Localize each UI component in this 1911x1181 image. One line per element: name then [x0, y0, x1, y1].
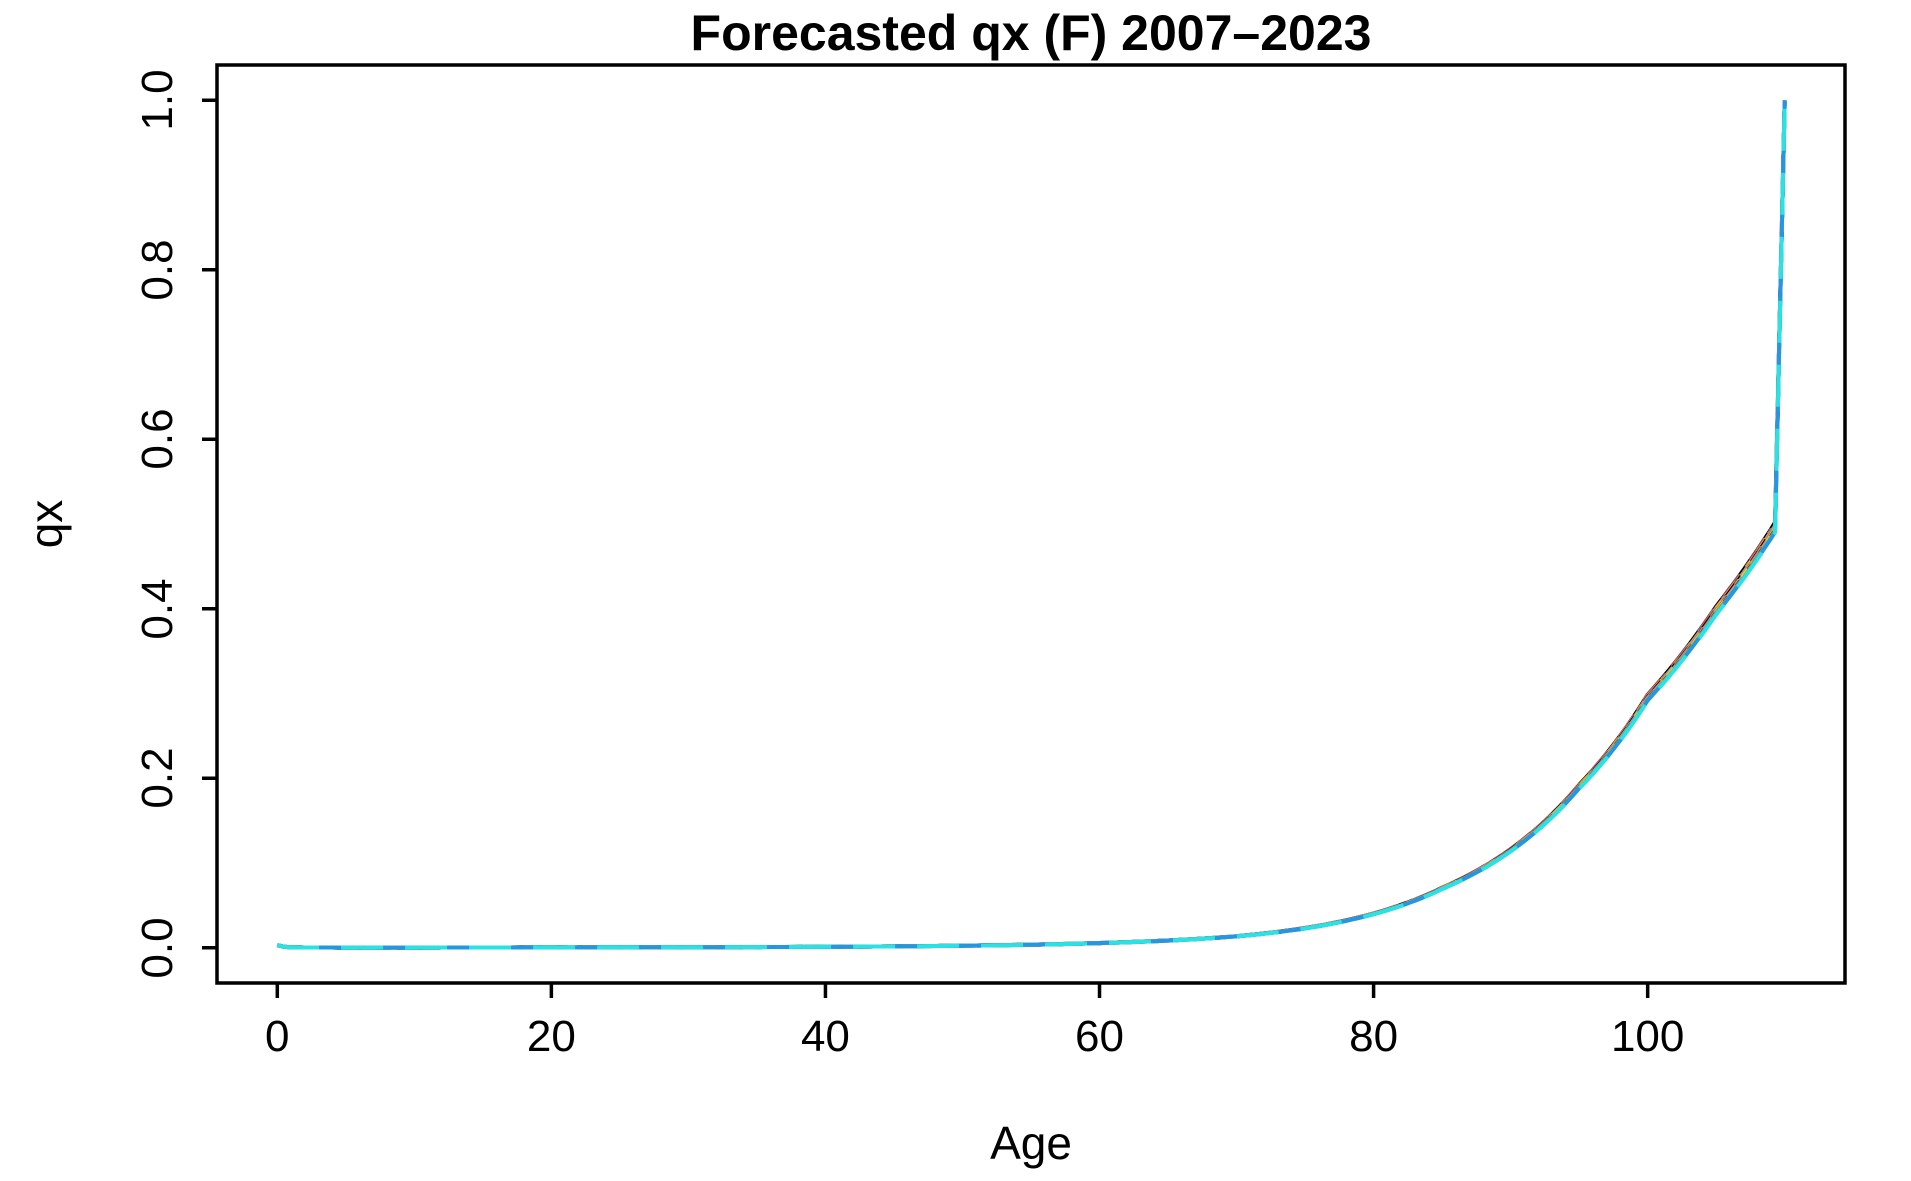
- x-tick-label: 40: [800, 1012, 850, 1061]
- series-line-2021: [276, 100, 1787, 950]
- x-tick-label: 60: [1075, 1012, 1124, 1061]
- chart-title: Forecasted qx (F) 2007–2023: [690, 5, 1372, 61]
- series-line-2022: [276, 100, 1787, 950]
- series-line-2015: [276, 100, 1787, 950]
- series-line-2016: [276, 100, 1787, 950]
- series-line-2017: [276, 100, 1787, 950]
- series-line-2008: [276, 100, 1787, 950]
- series-line-2012: [276, 100, 1787, 950]
- series-line-2020: [276, 100, 1787, 950]
- y-tick-label: 0.8: [133, 239, 182, 301]
- y-tick-label: 0.2: [133, 747, 182, 809]
- y-tick-label: 0.6: [133, 408, 182, 470]
- y-axis-title: qx: [20, 499, 72, 549]
- x-tick-label: 100: [1610, 1012, 1685, 1061]
- y-tick-label: 0.4: [133, 578, 182, 640]
- series-line-2018: [276, 100, 1787, 950]
- series-line-2007: [276, 100, 1787, 950]
- series-line-2014: [276, 100, 1787, 950]
- y-tick-label: 0.0: [133, 917, 182, 979]
- y-tick-label: 1.0: [133, 69, 182, 131]
- x-axis-title: Age: [990, 1117, 1072, 1169]
- x-tick-label: 80: [1349, 1012, 1399, 1061]
- x-tick-label: 20: [526, 1012, 576, 1061]
- plot-frame: [215, 63, 1847, 985]
- series-line-2011: [276, 100, 1787, 950]
- series-line-2013: [276, 100, 1787, 950]
- x-tick-label: 0: [265, 1012, 290, 1061]
- series-line-2019: [276, 100, 1787, 950]
- series-line-2009: [276, 100, 1787, 950]
- series-line-2010: [276, 100, 1787, 950]
- series-line-2023: [276, 100, 1787, 950]
